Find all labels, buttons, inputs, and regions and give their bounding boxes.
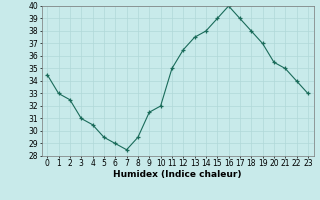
X-axis label: Humidex (Indice chaleur): Humidex (Indice chaleur) [113, 170, 242, 179]
